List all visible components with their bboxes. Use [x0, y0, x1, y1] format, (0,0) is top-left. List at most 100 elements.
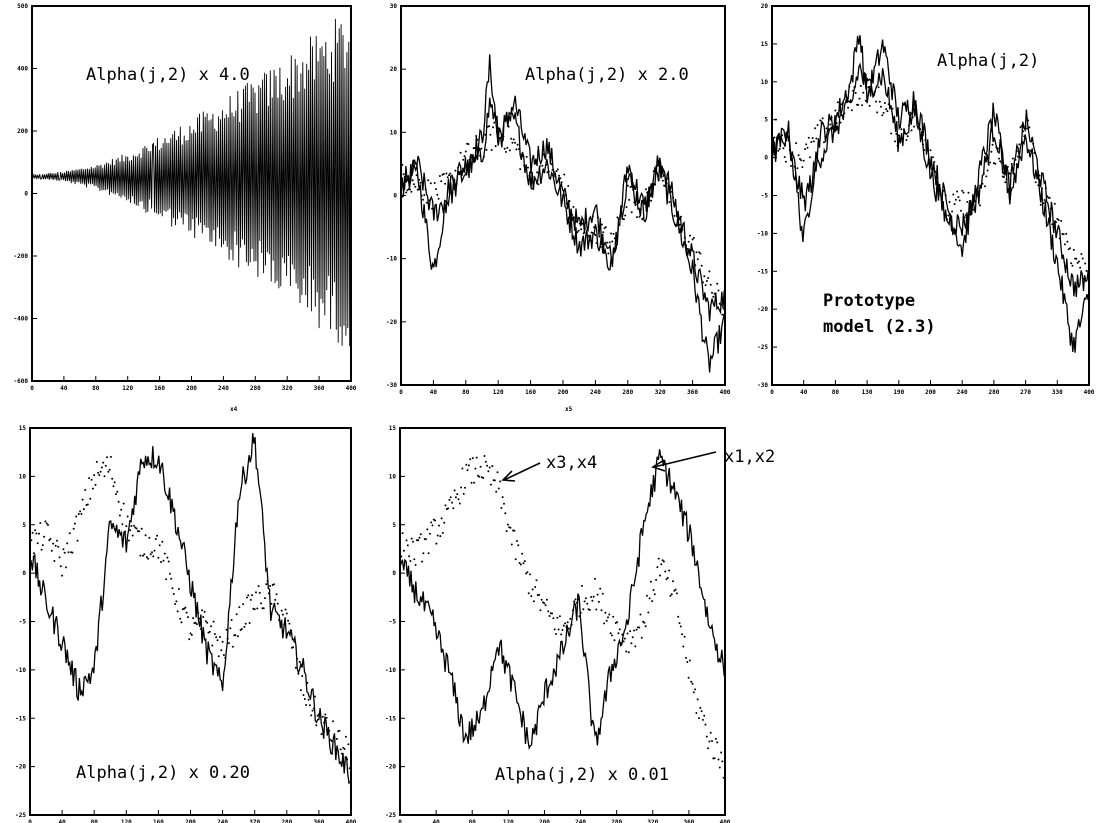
series-point: [521, 155, 524, 158]
series-point: [673, 589, 676, 592]
series-point: [148, 536, 151, 539]
series-point: [453, 181, 456, 184]
series-point: [716, 741, 719, 744]
series-point: [171, 587, 174, 590]
series-point: [115, 493, 117, 496]
series-point: [311, 709, 314, 712]
series-point: [425, 538, 427, 541]
panel-2-xticks: 0 40 80 120 160 200 240 280 320 360 400: [399, 380, 731, 396]
panel-1: Alpha(j,2) x 4.0 0 40 80 120 160 200 240 280 320…: [14, 3, 357, 392]
series-point: [1020, 124, 1023, 127]
series-point: [257, 585, 260, 588]
series-point: [81, 498, 84, 501]
series-point: [694, 264, 697, 267]
series-point: [192, 617, 195, 620]
series-point: [183, 607, 186, 610]
series-point: [566, 621, 569, 624]
x-tick-label: 120: [493, 389, 504, 396]
series-point: [552, 617, 555, 620]
x-tick-label: 400: [346, 819, 357, 823]
series-point: [342, 746, 345, 749]
series-point: [959, 209, 962, 212]
series-point: [705, 735, 708, 738]
series-point: [905, 139, 908, 141]
panel-5-xticks: 0 40 80 120 200 240 280 320 360 400: [398, 810, 731, 823]
series-point: [830, 116, 833, 119]
x-tick-label: 160: [525, 389, 536, 396]
series-point: [819, 119, 822, 122]
series-point: [467, 143, 470, 146]
series-point: [659, 574, 661, 577]
series-point: [452, 507, 455, 510]
series-point: [1065, 232, 1068, 235]
series-point: [815, 137, 818, 140]
series-point: [170, 577, 173, 580]
series-point: [778, 147, 781, 150]
series-point: [206, 621, 209, 624]
y-tick-label: -20: [15, 764, 26, 771]
series-point: [564, 194, 567, 197]
series-point: [1080, 253, 1083, 255]
series-point: [618, 628, 621, 631]
series-point: [450, 191, 453, 194]
series-point: [646, 191, 649, 194]
series-point: [1014, 158, 1017, 161]
series-point: [175, 600, 178, 603]
series-point: [410, 537, 413, 540]
series-point: [648, 597, 651, 600]
series-point: [1062, 233, 1065, 236]
series-point: [38, 532, 40, 535]
series-point: [1043, 199, 1046, 201]
series-point: [339, 748, 342, 751]
series-point: [674, 223, 677, 226]
x-tick-label: 200: [925, 389, 936, 396]
series-point: [158, 544, 161, 547]
series-point: [124, 530, 126, 533]
series-point: [324, 713, 327, 716]
series-point: [608, 241, 611, 244]
series-point: [690, 680, 693, 683]
x-tick-label: 0: [770, 389, 774, 396]
series-point: [88, 477, 91, 480]
series-point: [406, 544, 409, 547]
series-point: [686, 661, 689, 663]
series-point: [624, 214, 627, 217]
y-tick-label: 200: [17, 128, 28, 135]
x-tick-label: 160: [154, 385, 165, 392]
series-point: [985, 175, 988, 178]
y-tick-label: 20: [761, 3, 769, 10]
x-tick-label: 280: [622, 389, 633, 396]
series-point: [692, 236, 695, 239]
series-point: [568, 627, 570, 630]
series-point: [773, 136, 776, 139]
panel-2-axis-label: x4: [230, 406, 238, 413]
series-point: [700, 264, 703, 267]
series-point: [622, 640, 625, 643]
x-tick-label: 360: [687, 389, 698, 396]
series-point: [872, 92, 875, 95]
x-tick-label: 280: [250, 385, 261, 392]
y-tick-label: 10: [389, 473, 397, 480]
x-tick-label: 0: [398, 819, 402, 823]
series-point: [448, 498, 451, 501]
series-point: [722, 776, 725, 779]
series-point: [1019, 126, 1022, 129]
series-point: [98, 474, 101, 477]
series-point: [699, 252, 702, 255]
series-point: [409, 188, 412, 191]
series-point: [436, 193, 439, 196]
series-point: [135, 527, 138, 530]
series-point: [678, 223, 681, 226]
series-point: [859, 84, 862, 87]
series-point: [784, 160, 787, 163]
series-point: [613, 639, 616, 642]
series-point: [143, 553, 146, 556]
series-point: [854, 92, 857, 94]
series-point: [655, 578, 658, 581]
x-tick-label: 200: [539, 819, 550, 823]
series-point: [783, 156, 786, 158]
series-point: [691, 238, 694, 241]
series-point: [130, 525, 133, 527]
series-point: [690, 249, 693, 251]
